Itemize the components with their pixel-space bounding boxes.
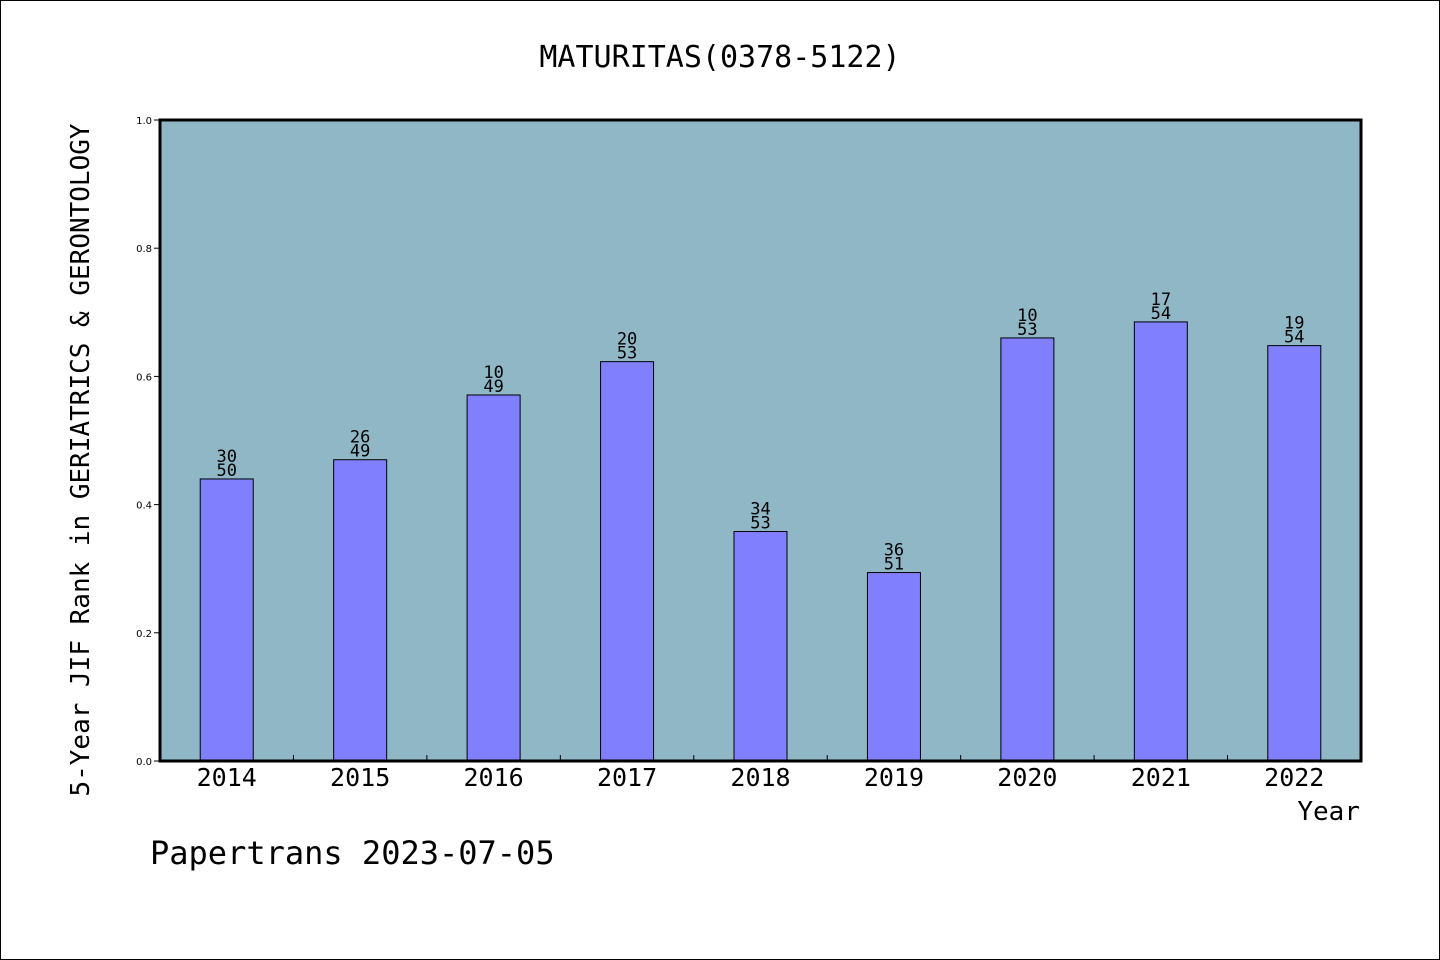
x-tick-label: 2021 [1131,763,1191,792]
bar-total-label: 51 [884,555,904,575]
bars [199,321,1322,762]
y-tick-label: 0.4 [136,501,152,512]
y-axis-ticks: 0.0 0.2 0.4 0.6 0.8 1.0 [136,116,160,768]
plot-border [158,118,1363,763]
bar-total-label: 49 [483,377,503,397]
bar-rank-label: 36 [884,541,904,561]
x-tick-label: 2022 [1264,763,1324,792]
bar-rank-label: 20 [617,330,637,350]
y-tick-label: 0.8 [136,244,152,255]
bar-rank-label: 10 [1017,306,1037,326]
x-tick-label: 2019 [864,763,924,792]
x-tick-label: 2017 [597,763,657,792]
x-axis-tick-labels: 2014 2015 2016 2017 2018 2019 2020 2021 2022 [197,763,1325,792]
bar-2022 [1267,345,1322,762]
bar-total-label: 49 [350,442,370,462]
bar-2017 [600,361,655,762]
bar-2019 [866,572,921,762]
x-tick-label: 2016 [464,763,524,792]
y-tick-label: 0.0 [136,757,152,768]
bar-total-label: 50 [216,461,236,481]
x-tick-label: 2014 [197,763,257,792]
x-axis-label: Year [1297,797,1360,827]
bar-2021 [1133,321,1188,762]
y-tick-label: 1.0 [136,116,152,127]
bar-rank-label: 19 [1284,314,1304,334]
bar-rank-label: 26 [350,428,370,448]
bar-rank-label: 10 [483,363,503,383]
bar-total-label: 53 [617,344,637,364]
footer-credit: Papertrans 2023-07-05 [150,834,555,872]
bar-total-label: 54 [1151,304,1171,324]
bar-2016 [466,394,521,762]
bar-2020 [1000,337,1055,762]
bar-2018 [733,531,788,762]
x-tick-label: 2015 [330,763,390,792]
y-tick-label: 0.6 [136,372,152,383]
y-axis-label: 5-Year JIF Rank in GERIATRICS & GERONTOL… [66,123,96,796]
bar-2014 [199,478,254,762]
bar-rank-label: 30 [216,447,236,467]
bar-2015 [333,459,388,762]
x-tick-label: 2020 [997,763,1057,792]
bar-total-label: 53 [1017,320,1037,340]
bar-rank-label: 17 [1151,290,1171,310]
y-tick-label: 0.2 [136,629,152,640]
bar-total-label: 53 [750,514,770,534]
bar-total-label: 54 [1284,328,1304,348]
x-tick-label: 2018 [730,763,790,792]
bar-rank-label: 34 [750,500,770,520]
chart-title: MATURITAS(0378-5122) [539,40,900,75]
